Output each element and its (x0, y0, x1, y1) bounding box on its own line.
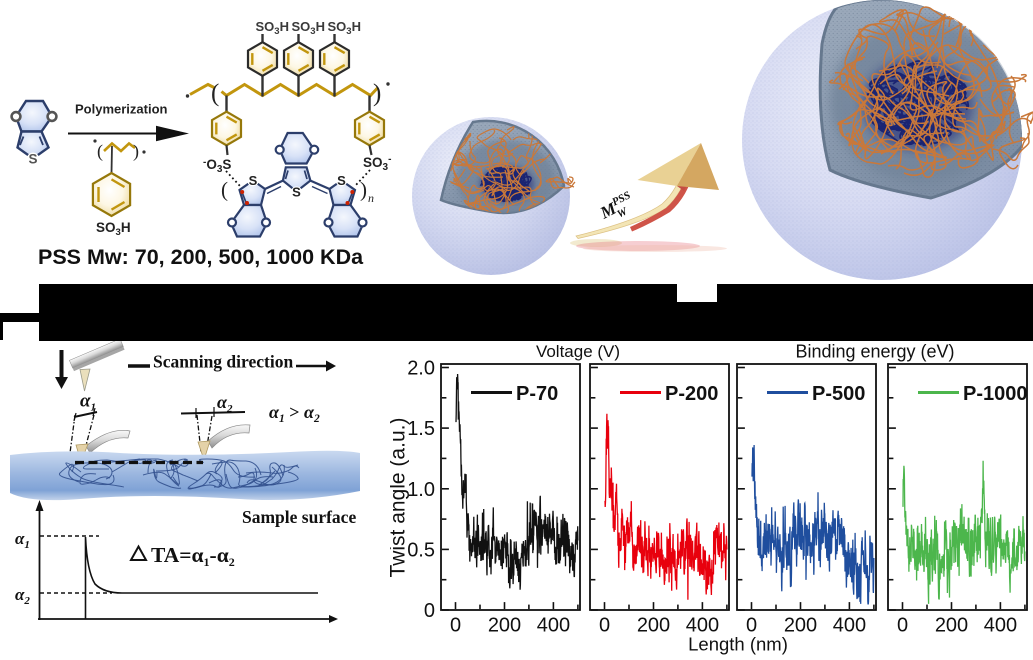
svg-text:(: ( (211, 80, 219, 107)
svg-text:P-70: P-70 (516, 383, 558, 405)
svg-text:SO3H: SO3H (292, 19, 325, 37)
svg-text:n: n (368, 191, 374, 205)
svg-text:S: S (28, 152, 37, 167)
svg-text:α2: α2 (15, 585, 30, 607)
svg-text:400: 400 (833, 615, 866, 637)
svg-text:α1: α1 (15, 529, 30, 551)
svg-text:SO3H: SO3H (256, 19, 289, 37)
svg-text:S: S (337, 173, 346, 188)
svg-text:400: 400 (686, 615, 719, 637)
svg-text:200: 200 (935, 615, 968, 637)
svg-text:0: 0 (424, 600, 435, 622)
svg-text:0: 0 (450, 615, 461, 637)
svg-text:SO3H: SO3H (96, 220, 131, 238)
svg-text:0.5: 0.5 (407, 539, 435, 561)
svg-text:2.0: 2.0 (407, 358, 435, 380)
svg-text:SO3H: SO3H (328, 19, 361, 37)
svg-text:Length (nm): Length (nm) (688, 634, 788, 655)
svg-text:0: 0 (746, 615, 757, 637)
svg-text:0: 0 (897, 615, 908, 637)
svg-text:400: 400 (537, 615, 570, 637)
svg-text:200: 200 (784, 615, 817, 637)
svg-text:200: 200 (637, 615, 670, 637)
svg-text:P-1000: P-1000 (963, 383, 1028, 405)
svg-text:Polymerization: Polymerization (75, 102, 168, 117)
svg-text:(: ( (221, 178, 228, 202)
svg-text:Binding energy (eV): Binding energy (eV) (795, 342, 954, 362)
svg-text:PSS Mw: 70, 200, 500, 1000 KDa: PSS Mw: 70, 200, 500, 1000 KDa (38, 245, 364, 269)
svg-text:Scanning direction: Scanning direction (153, 352, 293, 372)
svg-text:-O3S: -O3S (203, 157, 231, 175)
svg-text:400: 400 (984, 615, 1017, 637)
svg-text:α1: α1 (80, 391, 96, 414)
svg-text:): ) (360, 178, 367, 202)
svg-text:Twist angle (a.u.): Twist angle (a.u.) (390, 418, 410, 578)
svg-text:Voltage (V): Voltage (V) (536, 342, 620, 361)
svg-text:0: 0 (599, 615, 610, 637)
svg-text:Sample surface: Sample surface (242, 507, 356, 527)
svg-text:1.0: 1.0 (407, 479, 435, 501)
svg-text:200: 200 (488, 615, 521, 637)
svg-text:P-200: P-200 (665, 383, 718, 405)
svg-text:α1 > α2: α1 > α2 (269, 402, 320, 425)
svg-text:P-500: P-500 (812, 383, 865, 405)
svg-text:): ) (133, 141, 139, 162)
svg-text:SO3-: SO3- (363, 154, 391, 173)
svg-text:): ) (373, 80, 381, 107)
svg-text:TA=α1-α2: TA=α1-α2 (151, 543, 235, 569)
svg-text:(: ( (97, 141, 103, 162)
svg-text:1.5: 1.5 (407, 418, 435, 440)
svg-text:S: S (249, 173, 258, 188)
svg-text:S: S (292, 185, 301, 200)
